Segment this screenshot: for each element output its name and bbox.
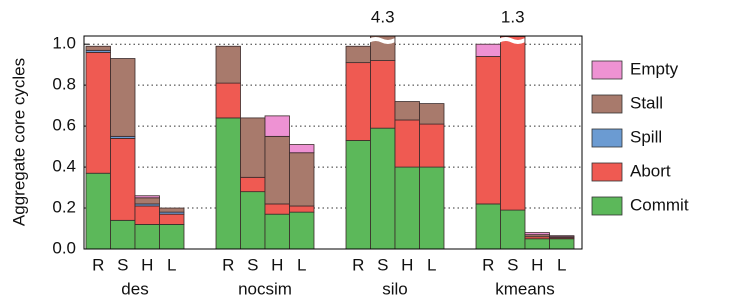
y-tick-label: 1.0 bbox=[52, 34, 76, 53]
bar-segment bbox=[500, 209, 526, 250]
bar-segment bbox=[345, 140, 371, 250]
x-tick-label: L bbox=[297, 255, 306, 274]
legend-label: Empty bbox=[630, 59, 679, 78]
bar-segment bbox=[524, 232, 550, 236]
bar-segment bbox=[475, 56, 501, 205]
legend-label: Spill bbox=[630, 127, 662, 146]
bar-segment bbox=[524, 238, 550, 250]
legend-swatch bbox=[591, 94, 623, 114]
bar-segment bbox=[110, 219, 136, 250]
bar-segment bbox=[134, 195, 160, 199]
x-tick-label: L bbox=[167, 255, 176, 274]
break-marker bbox=[369, 37, 395, 44]
bar-segment bbox=[549, 235, 575, 238]
bar-segment bbox=[475, 203, 501, 250]
bar-segment bbox=[134, 224, 160, 250]
bar-segment bbox=[110, 138, 136, 221]
x-tick-label: R bbox=[92, 255, 104, 274]
bar-segment bbox=[289, 152, 315, 207]
bar-segment bbox=[159, 207, 185, 213]
y-tick-label: 0.2 bbox=[52, 198, 76, 217]
bar-segment bbox=[264, 203, 290, 215]
legend-swatch bbox=[591, 128, 623, 148]
clipped-total-label: 1.3 bbox=[501, 7, 525, 26]
bar-segment bbox=[289, 205, 315, 213]
bar-segment bbox=[419, 103, 445, 125]
x-tick-label: S bbox=[377, 255, 388, 274]
bar-segment bbox=[370, 127, 396, 250]
x-tick-label: R bbox=[352, 255, 364, 274]
bar-segment bbox=[240, 117, 266, 178]
bar-segment bbox=[215, 82, 241, 119]
bar-segment bbox=[215, 45, 241, 84]
bar-segment bbox=[85, 172, 111, 250]
y-axis-label: Aggregate core cycles bbox=[9, 58, 28, 226]
bar-segment bbox=[289, 144, 315, 154]
bar-segment bbox=[264, 115, 290, 137]
bar-segment bbox=[264, 213, 290, 250]
x-tick-label: S bbox=[117, 255, 128, 274]
bar-segment bbox=[345, 45, 371, 64]
bar-segment bbox=[85, 45, 111, 51]
bar-segment bbox=[289, 211, 315, 250]
legend-swatch bbox=[591, 162, 623, 182]
bar-segment bbox=[240, 176, 266, 193]
bar-segment bbox=[345, 62, 371, 141]
x-tick-label: S bbox=[247, 255, 258, 274]
y-tick-label: 0.6 bbox=[52, 116, 76, 135]
bar-segment bbox=[475, 43, 501, 57]
bar-segment bbox=[159, 224, 185, 250]
x-tick-label: H bbox=[531, 255, 543, 274]
clipped-total-label: 4.3 bbox=[371, 7, 395, 26]
bar-segment bbox=[549, 238, 575, 250]
y-tick-label: 0.4 bbox=[52, 157, 76, 176]
y-tick-label: 0.0 bbox=[52, 238, 76, 257]
legend-swatch bbox=[591, 60, 623, 80]
x-tick-label: R bbox=[222, 255, 234, 274]
break-marker bbox=[499, 37, 525, 44]
bar-segment bbox=[394, 101, 420, 121]
legend-swatch bbox=[591, 196, 623, 216]
bar-segment bbox=[110, 58, 136, 137]
bar-segment bbox=[215, 117, 241, 250]
legend-label: Stall bbox=[630, 93, 663, 112]
bar-segment bbox=[134, 205, 160, 225]
x-tick-label: L bbox=[557, 255, 566, 274]
bar-segment bbox=[419, 123, 445, 168]
y-tick-label: 0.8 bbox=[52, 75, 76, 94]
plot-frame bbox=[83, 35, 583, 250]
x-tick-label: S bbox=[507, 255, 518, 274]
legend-label: Commit bbox=[630, 195, 689, 214]
bar-segment bbox=[264, 135, 290, 205]
group-label: silo bbox=[382, 279, 408, 298]
bar-segment bbox=[134, 197, 160, 205]
bar-segment bbox=[85, 51, 111, 174]
bar-segment bbox=[394, 119, 420, 168]
bar-segment bbox=[370, 60, 396, 129]
x-tick-label: H bbox=[271, 255, 283, 274]
x-tick-label: H bbox=[401, 255, 413, 274]
group-label: des bbox=[121, 279, 148, 298]
group-label: nocsim bbox=[238, 279, 292, 298]
bar-segment bbox=[394, 166, 420, 250]
x-tick-label: L bbox=[427, 255, 436, 274]
bar-segment bbox=[419, 166, 445, 250]
bar-segment bbox=[500, 35, 526, 211]
x-tick-label: H bbox=[141, 255, 153, 274]
group-label: kmeans bbox=[495, 279, 555, 298]
legend-label: Abort bbox=[630, 161, 671, 180]
x-tick-label: R bbox=[482, 255, 494, 274]
bar-segment bbox=[240, 191, 266, 250]
bar-segment bbox=[159, 213, 185, 225]
